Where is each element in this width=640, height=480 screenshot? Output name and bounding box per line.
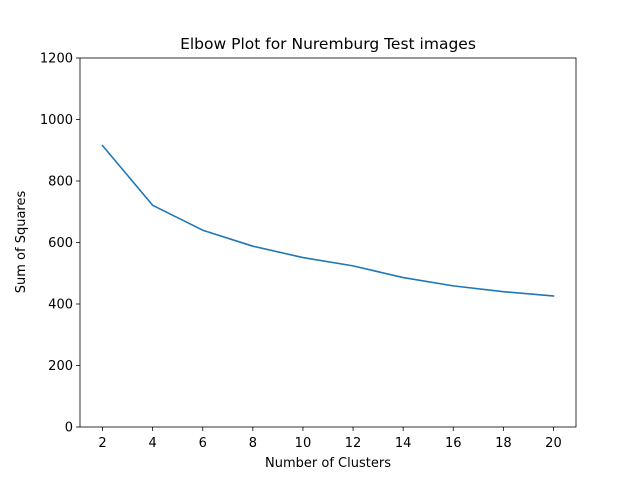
x-tick-label: 14 [395,436,412,451]
data-point [252,245,254,247]
chart-title: Elbow Plot for Nuremburg Test images [180,35,476,53]
x-tick-label: 18 [495,436,512,451]
data-point [202,229,204,231]
y-tick-label: 1000 [40,113,73,128]
y-tick-label: 800 [48,175,73,190]
x-tick-label: 16 [445,436,462,451]
data-point [402,277,404,279]
data-point [352,265,354,267]
x-tick-label: 8 [249,436,257,451]
plot-frame [79,57,577,428]
data-point [102,145,104,147]
data-point [553,295,555,297]
data-point [503,291,505,293]
data-point [302,257,304,259]
data-point [452,285,454,287]
x-tick-label: 4 [149,436,157,451]
y-tick-label: 400 [48,298,73,313]
y-tick-label: 600 [48,236,73,251]
y-axis-label: Sum of Squares [14,191,29,294]
x-tick-label: 20 [545,436,562,451]
x-tick-label: 10 [295,436,312,451]
x-axis-label: Number of Clusters [265,456,391,471]
data-line [101,144,555,297]
y-tick-label: 200 [48,359,73,374]
y-tick-label: 0 [65,421,73,436]
x-tick-label: 12 [345,436,362,451]
x-tick-label: 2 [98,436,106,451]
x-tick-label: 6 [199,436,207,451]
data-point [152,204,154,206]
y-tick-label: 1200 [40,52,73,67]
